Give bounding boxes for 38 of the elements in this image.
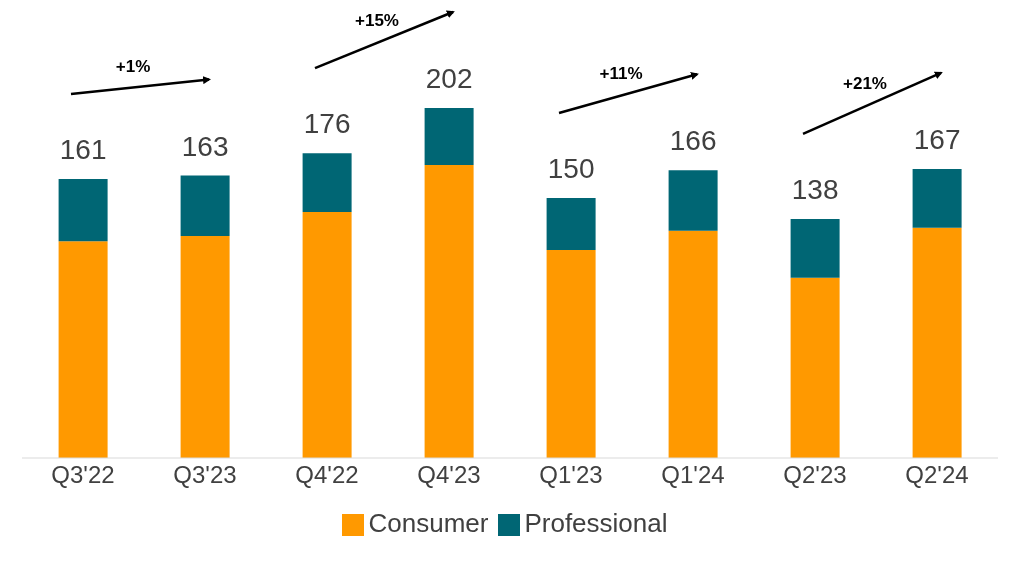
text: 202 [425,63,473,94]
bar [424,108,474,166]
x-tick-label: Q3'22 [51,461,115,489]
annotation: 163 [181,130,229,162]
annotation: 150 [547,152,595,184]
bar [58,179,108,242]
x-tick-label: Q2'24 [905,461,969,489]
bar [180,236,230,458]
x-tick-label: Q1'24 [661,461,725,489]
bar [302,211,352,458]
bar [790,218,840,278]
x-tick-label: Q2'23 [783,461,847,489]
bar [180,175,230,237]
bar [668,230,718,458]
bar [58,241,108,458]
bar [668,170,718,231]
bar [912,227,962,458]
annotation: 176 [303,108,351,140]
text: +15% [355,10,399,30]
x-tick-label: Q4'22 [295,461,359,489]
bar [302,153,352,212]
text: +21% [843,73,887,93]
x-tick-label: Q1'23 [539,461,603,489]
annotation: 167 [913,123,961,155]
annotation: 166 [669,125,717,157]
bar [546,250,596,458]
text: +11% [599,64,643,84]
legend-label: Professional [524,508,668,538]
annotation: 138 [791,173,839,205]
bar [424,165,474,458]
annotation: 161 [59,134,107,166]
legend-label: Consumer [368,508,489,538]
x-tick-label: Q3'23 [173,461,237,489]
bar [546,197,596,251]
text: +1% [115,57,151,77]
x-tick-label: Q4'23 [417,461,481,489]
bar [912,168,962,228]
bar [790,277,840,458]
